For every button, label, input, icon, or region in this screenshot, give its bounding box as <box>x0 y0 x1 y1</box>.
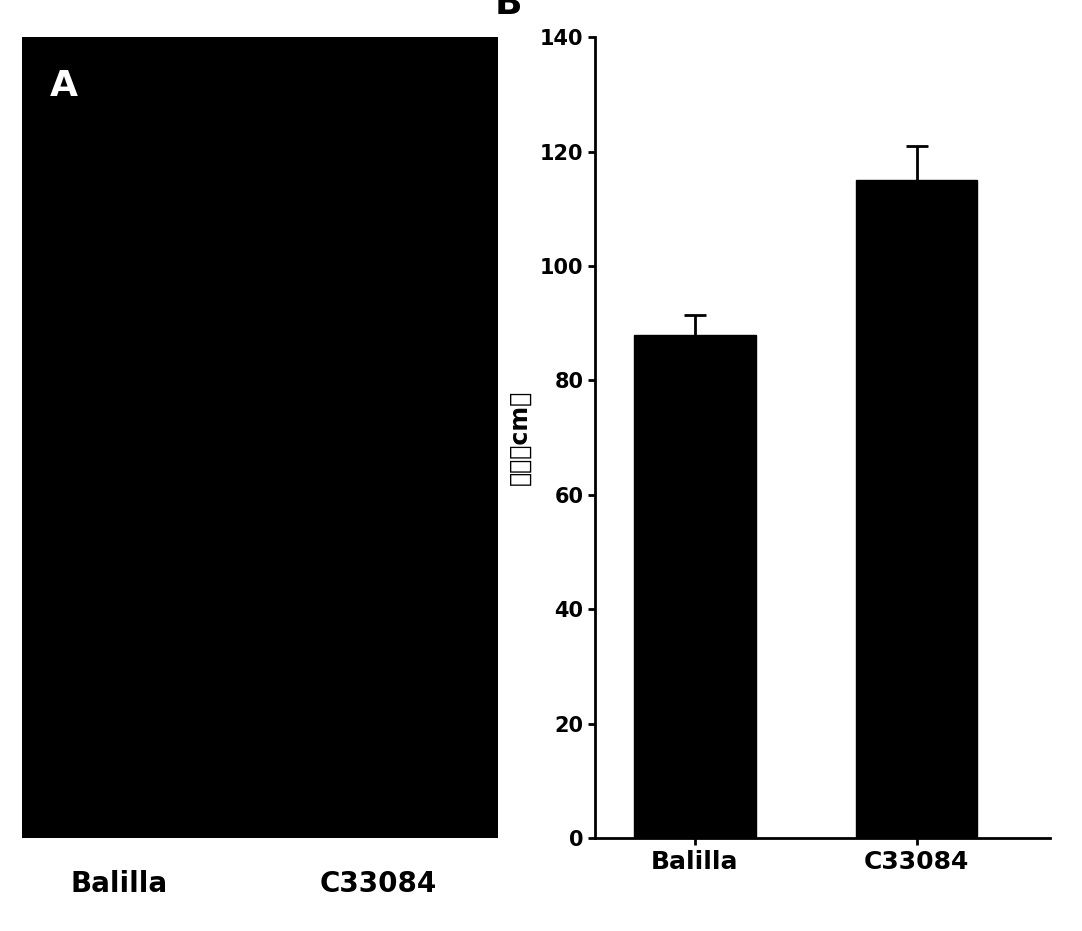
Text: C33084: C33084 <box>320 870 437 898</box>
Bar <box>634 334 756 838</box>
Y-axis label: 株高（cm）: 株高（cm） <box>507 390 531 485</box>
Text: B: B <box>496 0 523 21</box>
Bar <box>856 181 977 838</box>
Text: A: A <box>50 69 78 103</box>
Text: Balilla: Balilla <box>70 870 168 898</box>
